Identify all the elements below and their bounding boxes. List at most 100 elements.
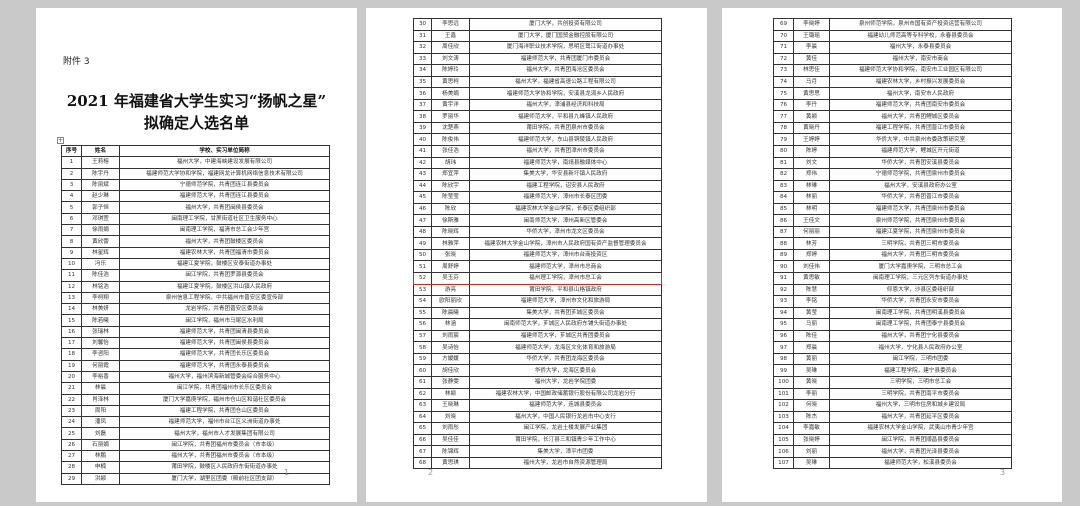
- cell-name: 何丽丽: [793, 225, 830, 239]
- cell-school-unit: 闽南理工学院，共青团泰宁县委员会: [829, 318, 1012, 331]
- cell-name: 周佳欣: [431, 41, 470, 54]
- cell-no: 91: [773, 272, 794, 285]
- cell-no: 69: [773, 18, 794, 31]
- table-row: 9 林星辉 福建农林大学，共青团福清市委员会: [61, 246, 330, 259]
- cell-no: 37: [413, 98, 432, 112]
- cell-school-unit: 福州大学，漳浦县经济和科技局: [469, 98, 662, 112]
- cell-no: 66: [413, 433, 432, 447]
- cell-no: 87: [773, 225, 794, 239]
- cell-name: 林晨: [81, 382, 120, 395]
- cell-no: 73: [773, 64, 794, 77]
- cell-no: 15: [61, 314, 82, 327]
- table-row: 1 王莉榕 福州大学，中建海峡建设发展有限公司: [61, 156, 330, 169]
- cell-school-unit: 福建师范大学，漳州市文化和旅游局: [469, 295, 662, 308]
- cell-school-unit: 福州大学，共青团三明市委员会: [829, 248, 1012, 262]
- cell-school-unit: 莆田学院，共青团泉州市委员会: [469, 121, 662, 135]
- cell-no: 80: [773, 145, 794, 158]
- table-row: 15 陈若曦 闽江学院，福州市马尾区水利局: [61, 314, 330, 327]
- cell-name: 林琳: [793, 179, 830, 193]
- cell-no: 105: [773, 433, 794, 447]
- cell-school-unit: 福州大学，中建海峡建设发展有限公司: [119, 156, 330, 169]
- table-row: 82 郑伟 宁德师范学院，共青团泉州市委员会: [773, 168, 1012, 181]
- cell-school-unit: 福建农林大学，乡村振兴发展委员会: [829, 75, 1012, 89]
- table-row: 38 罗丽华 福建师范大学，平和县九峰镇人民政府: [413, 110, 662, 123]
- table-row: 69 李晓婷 泉州师范学院，泉州市国有资产投资运营有限公司: [773, 18, 1012, 31]
- table-row: 7 徐雨娟 闽南理工学院，福清市总工会少年宫: [61, 224, 330, 237]
- cell-no: 9: [61, 246, 82, 259]
- cell-no: 38: [413, 110, 432, 123]
- header-name: 姓名: [81, 144, 120, 158]
- cell-name: 刘雨彤: [431, 422, 470, 435]
- cell-name: 林丽: [793, 191, 830, 204]
- cell-school-unit: 集美大学，漳平市团委: [469, 445, 662, 458]
- cell-name: 冯乐: [81, 257, 120, 271]
- cell-no: 28: [61, 461, 82, 474]
- table-row: 54 欧阳丽欣 福建师范大学，漳州市文化和旅游局: [413, 295, 662, 308]
- cell-no: 88: [773, 237, 794, 250]
- cell-school-unit: 福建江夏学院，鼓楼区安泰街道办事处: [119, 257, 330, 271]
- table-row: 66 吴佳佳 莆田学院，长汀县三和镇青少年工作中心: [413, 433, 662, 447]
- cell-school-unit: 福州理工学院，漳州市总工会: [469, 272, 662, 285]
- cell-school-unit: 福州大学，福建省高速公路工程有限公司: [469, 75, 662, 89]
- document-page-1: 附件 3 2021 年福建省大学生实习“扬帆之星” 拟确定人选名单 + 序号 姓…: [36, 8, 357, 502]
- table-row: 71 李晨 福州大学，永泰县委员会: [773, 41, 1012, 54]
- cell-name: 陈俊伟: [431, 133, 470, 146]
- cell-school-unit: 福州大学，共青团闽侯县委员会: [119, 201, 330, 214]
- cell-school-unit: 厦门大学，湖里区团委（殿前社区团支部）: [119, 472, 330, 485]
- table-row: 76 李丹 福建师范大学，共青团南安市委员会: [773, 98, 1012, 112]
- table-row: 39 沈楚燕 莆田学院，共青团泉州市委员会: [413, 121, 662, 135]
- cell-school-unit: 福州大学，南安市商会: [829, 52, 1012, 66]
- cell-no: 59: [413, 352, 432, 366]
- cell-no: 96: [773, 329, 794, 343]
- cell-name: 陈丽斌: [81, 178, 120, 192]
- table-row: 41 张佳浩 福州大学，共青团漳州市委员会: [413, 145, 662, 158]
- cell-school-unit: 莆田学院，长汀县三和镇青少年工作中心: [469, 433, 662, 447]
- cell-name: 李嘉敏: [793, 422, 830, 435]
- cell-no: 1: [61, 156, 82, 169]
- table-row: 10 冯乐 福建江夏学院，鼓楼区安泰街道办事处: [61, 257, 330, 271]
- cell-no: 2: [61, 167, 82, 180]
- cell-name: 黄晓: [793, 375, 830, 389]
- cell-no: 20: [61, 370, 82, 384]
- cell-school-unit: 福建师范大学，共青团泉州市委员会: [829, 202, 1012, 216]
- cell-name: 刘佳伟: [793, 260, 830, 274]
- cell-school-unit: 厦门大学，共创投资有限公司: [469, 18, 662, 31]
- table-row: 87 何丽丽 福建江夏学院，共青团泉州市委员会: [773, 225, 1012, 239]
- cell-no: 53: [413, 283, 432, 297]
- table-row: 70 王璐瑶 福建幼儿师范高等专科学校，永春县委员会: [773, 29, 1012, 43]
- cell-name: 王璐瑶: [793, 29, 830, 43]
- cell-school-unit: 福建师范大学，连城县委员会: [469, 399, 662, 412]
- cell-name: 胡佳欣: [431, 364, 470, 377]
- attachment-label: 附件 3: [63, 57, 90, 67]
- cell-no: 41: [413, 145, 432, 158]
- cell-name: 刘文涛: [431, 52, 470, 66]
- cell-no: 27: [61, 450, 82, 463]
- cell-school-unit: 福州大学，共青团福州市委员会（市本级）: [119, 450, 330, 463]
- table-move-handle-icon[interactable]: +: [57, 137, 64, 144]
- cell-no: 97: [773, 341, 794, 354]
- cell-school-unit: 华侨大学，共青团龙海区委员会: [469, 352, 662, 366]
- cell-no: 62: [413, 387, 432, 401]
- cell-school-unit: 厦门大学，厦门国贸金融控股有限公司: [469, 29, 662, 43]
- cell-no: 54: [413, 295, 432, 308]
- cell-no: 40: [413, 133, 432, 146]
- cell-name: 李晨: [793, 41, 830, 54]
- table-row: 62 林颖 福建农林大学，中国邮政储蓄银行股份有限公司龙岩分行: [413, 387, 662, 401]
- cell-school-unit: 闽南理工学院，共青团明溪县委员会: [829, 306, 1012, 320]
- table-row: 16 张瑞林 福建师范大学，共青团闽清县委员会: [61, 325, 330, 339]
- cell-no: 34: [413, 64, 432, 77]
- candidate-table-page-3: 69 李晓婷 泉州师范学院，泉州市国有资产投资运营有限公司 70 王璐瑶 福建幼儿师范高等…: [773, 18, 1012, 470]
- cell-name: 李丹: [793, 98, 830, 112]
- cell-school-unit: 福建工程学院，建宁县委员会: [829, 364, 1012, 377]
- cell-school-unit: 福建农林大学金山学院，长泰区委组织部: [469, 202, 662, 216]
- cell-no: 82: [773, 168, 794, 181]
- cell-school-unit: 福建师范大学，共青团连江县委员会: [119, 190, 330, 203]
- cell-school-unit: 福建师范大学，平和县九峰镇人民政府: [469, 110, 662, 123]
- table-row: 85 林明 福建师范大学，共青团泉州市委员会: [773, 202, 1012, 216]
- table-row: 79 王婷婷 华侨大学，中共泉州市委政策研究室: [773, 133, 1012, 146]
- cell-no: 18: [61, 348, 82, 361]
- table-row: 99 吴琳 福建工程学院，建宁县委员会: [773, 364, 1012, 377]
- cell-name: 黄宇洋: [431, 98, 470, 112]
- cell-name: 黄欣蕾: [81, 235, 120, 248]
- cell-school-unit: 泉州师范学院，共青团泉州市委员会: [829, 214, 1012, 227]
